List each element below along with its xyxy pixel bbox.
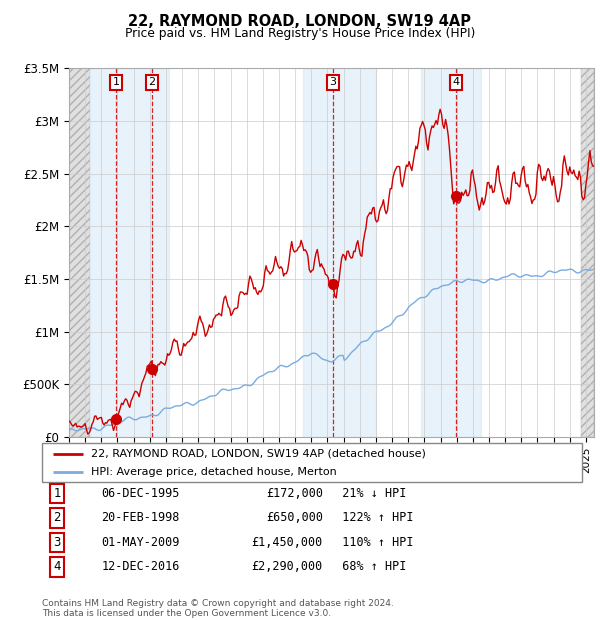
Text: 22, RAYMOND ROAD, LONDON, SW19 4AP: 22, RAYMOND ROAD, LONDON, SW19 4AP xyxy=(128,14,472,29)
Text: 68% ↑ HPI: 68% ↑ HPI xyxy=(328,560,407,574)
Text: Contains HM Land Registry data © Crown copyright and database right 2024.
This d: Contains HM Land Registry data © Crown c… xyxy=(42,599,394,618)
Text: HPI: Average price, detached house, Merton: HPI: Average price, detached house, Mert… xyxy=(91,467,337,477)
Text: 4: 4 xyxy=(452,78,460,87)
Text: 3: 3 xyxy=(53,536,61,549)
Text: 2: 2 xyxy=(53,512,61,525)
Text: Price paid vs. HM Land Registry's House Price Index (HPI): Price paid vs. HM Land Registry's House … xyxy=(125,27,475,40)
Bar xyxy=(581,68,594,437)
Text: 1: 1 xyxy=(113,78,119,87)
FancyBboxPatch shape xyxy=(42,443,582,482)
Bar xyxy=(303,68,376,437)
Bar xyxy=(581,68,594,437)
Text: 122% ↑ HPI: 122% ↑ HPI xyxy=(328,512,414,525)
Text: 110% ↑ HPI: 110% ↑ HPI xyxy=(328,536,414,549)
Text: £2,290,000: £2,290,000 xyxy=(251,560,323,574)
Text: 1: 1 xyxy=(53,487,61,500)
Text: 12-DEC-2016: 12-DEC-2016 xyxy=(101,560,180,574)
Text: 22, RAYMOND ROAD, LONDON, SW19 4AP (detached house): 22, RAYMOND ROAD, LONDON, SW19 4AP (deta… xyxy=(91,449,425,459)
Text: 06-DEC-1995: 06-DEC-1995 xyxy=(101,487,180,500)
Text: 20-FEB-1998: 20-FEB-1998 xyxy=(101,512,180,525)
Text: 4: 4 xyxy=(53,560,61,574)
Text: 2: 2 xyxy=(148,78,155,87)
Text: £650,000: £650,000 xyxy=(266,512,323,525)
Bar xyxy=(421,68,481,437)
Text: £1,450,000: £1,450,000 xyxy=(251,536,323,549)
Text: £172,000: £172,000 xyxy=(266,487,323,500)
Bar xyxy=(69,68,90,437)
Bar xyxy=(90,68,169,437)
Text: 21% ↓ HPI: 21% ↓ HPI xyxy=(328,487,407,500)
Text: 3: 3 xyxy=(329,78,336,87)
Bar xyxy=(69,68,90,437)
Text: 01-MAY-2009: 01-MAY-2009 xyxy=(101,536,180,549)
